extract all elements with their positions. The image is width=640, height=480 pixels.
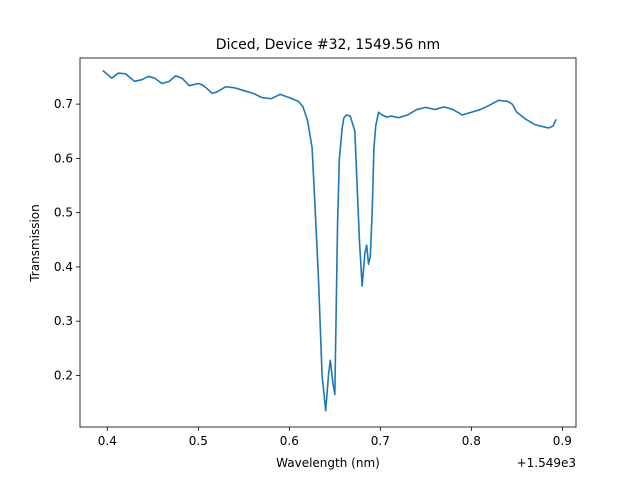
x-tick-label: 0.5 [189, 434, 208, 448]
y-tick-label: 0.6 [54, 151, 73, 165]
y-tick-label: 0.3 [54, 314, 73, 328]
y-tick-label: 0.5 [54, 206, 73, 220]
x-tick-label: 0.8 [462, 434, 481, 448]
y-tick-label: 0.7 [54, 97, 73, 111]
y-tick-label: 0.2 [54, 368, 73, 382]
x-tick-label: 0.7 [371, 434, 390, 448]
y-axis-ticks: 0.2 0.3 0.4 0.5 0.6 0.7 [54, 97, 80, 382]
chart-title: Diced, Device #32, 1549.56 nm [216, 37, 440, 53]
series-line-0 [102, 69, 557, 412]
plot-layer [102, 69, 557, 412]
y-axis-label: Transmission [28, 204, 42, 283]
x-tick-label: 0.4 [98, 434, 117, 448]
x-axis-ticks: 0.4 0.5 0.6 0.7 0.8 0.9 [98, 427, 572, 448]
y-tick-label: 0.4 [54, 260, 73, 274]
x-tick-label: 0.9 [553, 434, 572, 448]
axes-frame [79, 57, 577, 428]
x-tick-label: 0.6 [280, 434, 299, 448]
x-axis-label: Wavelength (nm) [276, 456, 380, 470]
x-axis-offset-label: +1.549e3 [517, 456, 576, 470]
